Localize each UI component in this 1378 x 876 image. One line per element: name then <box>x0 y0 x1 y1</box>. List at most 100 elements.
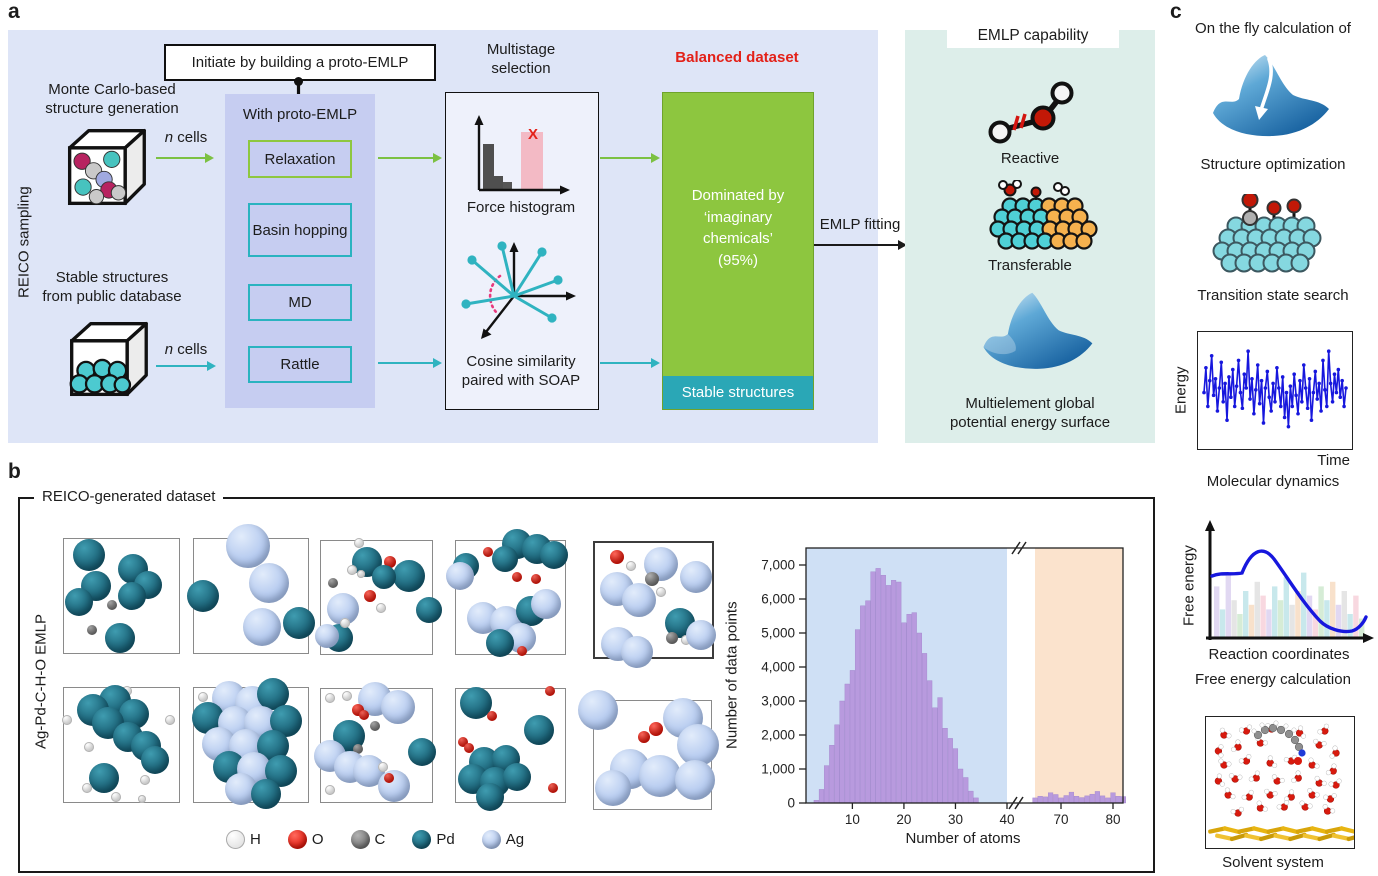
solvent-system-image <box>1208 720 1366 842</box>
svg-text:30: 30 <box>948 812 963 827</box>
svg-text:7,000: 7,000 <box>761 558 795 573</box>
md-energy-trace <box>1202 349 1348 429</box>
svg-text:2,000: 2,000 <box>761 728 795 743</box>
legend-label: Pd <box>436 831 455 848</box>
free-energy-calc-label: Free energy calculation <box>1195 671 1351 688</box>
structure-box <box>313 682 436 803</box>
atom-Pd <box>408 738 436 767</box>
rejected-x-mark: X <box>527 126 538 143</box>
atom-Pd <box>105 623 136 654</box>
atom-H <box>341 690 352 701</box>
panel-b-label: b <box>8 460 21 483</box>
balanced-dataset-box: Dominated by ‘imaginary chemicals’ (95%)… <box>662 92 814 410</box>
atom-H <box>82 783 92 794</box>
stable-structures-strip: Stable structures <box>663 376 813 409</box>
reaction-coordinates-label: Reaction coordinates <box>1208 646 1350 663</box>
atom-Ag <box>249 563 290 604</box>
atom-Pd <box>392 560 425 593</box>
legend-swatch-H <box>226 830 245 849</box>
atom-O <box>548 783 558 794</box>
atom-C <box>328 577 339 588</box>
atom-O <box>363 590 376 603</box>
atom-H <box>139 775 150 786</box>
monte-carlo-cube-icon <box>67 128 146 206</box>
atom-Pd <box>64 587 93 616</box>
atom-O <box>610 549 625 564</box>
atom-Ag <box>577 689 618 730</box>
atom-count-histogram: 10 20 30 40 70 80 0 1,000 2,000 3,000 4,000 5,000 6,… <box>761 541 1126 827</box>
atom-Pd <box>250 779 281 810</box>
atom-Pd <box>540 540 569 569</box>
legend-swatch-Ag <box>481 830 501 849</box>
atom-H <box>681 634 692 645</box>
rattle-to-multistage-arrow <box>378 358 442 368</box>
legend-item-H: H <box>226 830 261 849</box>
histogram-ylabel: Number of data points <box>723 601 741 749</box>
structure-box <box>314 538 442 655</box>
atom-Pd <box>459 686 492 719</box>
balanced-dataset-label: Balanced dataset <box>675 49 799 66</box>
atom-Ag <box>531 589 562 620</box>
atom-H <box>375 602 386 613</box>
atom-O <box>359 709 370 720</box>
atom-Ag <box>686 620 717 651</box>
svg-text:6,000: 6,000 <box>761 592 795 607</box>
atom-Pd <box>492 546 519 573</box>
atom-Ag <box>378 770 411 803</box>
svg-text:70: 70 <box>1053 812 1068 827</box>
fe-ylabel: Free energy <box>1180 545 1198 627</box>
atom-O <box>544 686 555 697</box>
atom-Ag <box>594 770 631 807</box>
atom-Pd <box>372 565 397 590</box>
legend-item-Pd: Pd <box>412 830 455 849</box>
free-energy-plot <box>1205 520 1374 643</box>
atom-Ag <box>621 636 654 669</box>
atom-Pd <box>485 628 514 657</box>
atom-Pd <box>282 607 315 640</box>
atom-C <box>352 743 363 754</box>
structure-box <box>62 684 180 803</box>
transferable-label: Transferable <box>988 257 1072 274</box>
svg-text:80: 80 <box>1105 812 1120 827</box>
svg-text:3,000: 3,000 <box>761 694 795 709</box>
emlp-fitting-arrow <box>814 240 907 250</box>
svg-text:10: 10 <box>845 812 860 827</box>
structure-box <box>191 677 309 810</box>
atom-Ag <box>674 759 715 800</box>
legend-swatch-C <box>350 830 370 849</box>
atom-O <box>517 645 528 656</box>
svg-text:1,000: 1,000 <box>761 762 795 777</box>
panel-b-box <box>18 497 1155 873</box>
atom-H <box>347 565 358 576</box>
md-ylabel: Energy <box>1172 366 1190 414</box>
atom-H <box>324 693 335 704</box>
atom-H <box>84 742 95 753</box>
atom-Ag <box>638 754 681 797</box>
atom-Pd <box>117 582 146 610</box>
legend-label: C <box>374 831 386 848</box>
stage-basin-hopping: Basin hopping <box>248 203 352 257</box>
svg-text:4,000: 4,000 <box>761 660 795 675</box>
multielement-pes-label: Multielement global potential energy sur… <box>949 395 1111 431</box>
atom-Ag <box>622 583 657 617</box>
atom-Ag <box>446 562 475 591</box>
atom-Ag <box>314 623 339 648</box>
n-cells-arrow-bottom <box>156 361 216 371</box>
atom-Pd <box>89 763 120 794</box>
atom-H <box>655 587 666 598</box>
atom-O <box>383 773 394 784</box>
connector-dot <box>294 77 303 86</box>
atom-Pd <box>140 745 169 774</box>
atom-O <box>464 742 475 753</box>
atom-O <box>649 722 663 737</box>
atom-Pd <box>503 763 532 792</box>
legend-item-C: C <box>350 830 386 849</box>
panel-a-label: a <box>8 0 20 23</box>
multistage-selection-label: Multistage selection <box>486 41 556 77</box>
force-histogram-label: Force histogram <box>466 199 576 216</box>
atom-H <box>378 761 389 772</box>
legend-label: O <box>311 831 324 848</box>
transition-state-icon <box>1212 194 1322 273</box>
stage-relaxation: Relaxation <box>248 140 352 178</box>
atom-Ag <box>380 690 415 725</box>
